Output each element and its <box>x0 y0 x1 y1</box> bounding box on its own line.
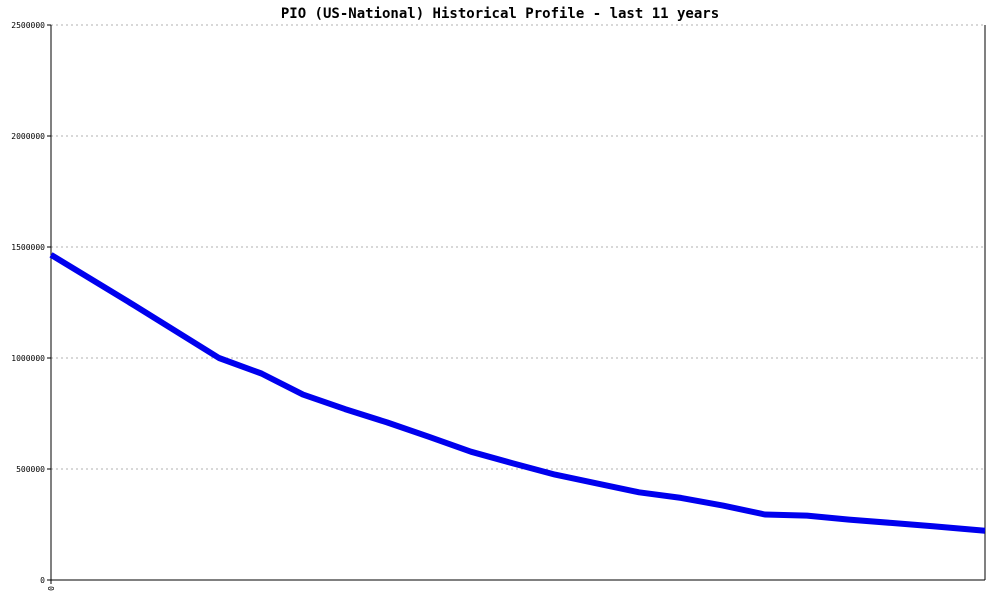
y-tick-label: 500000 <box>16 465 45 474</box>
y-tick-label: 1000000 <box>11 354 45 363</box>
y-tick-label: 0 <box>40 576 45 585</box>
y-tick-label: 1500000 <box>11 243 45 252</box>
y-axis-ticks: 0 500000 1000000 1500000 2000000 2500000 <box>11 21 51 585</box>
series <box>49 252 986 534</box>
x-axis-ticks: 0 <box>47 580 56 591</box>
y-tick-label: 2000000 <box>11 132 45 141</box>
gridlines <box>51 24 985 470</box>
y-tick-label: 2500000 <box>11 21 45 30</box>
axes <box>50 25 986 581</box>
x-tick-label: 0 <box>47 586 56 591</box>
series-line <box>49 252 986 534</box>
chart-title: PIO (US-National) Historical Profile - l… <box>281 6 719 22</box>
